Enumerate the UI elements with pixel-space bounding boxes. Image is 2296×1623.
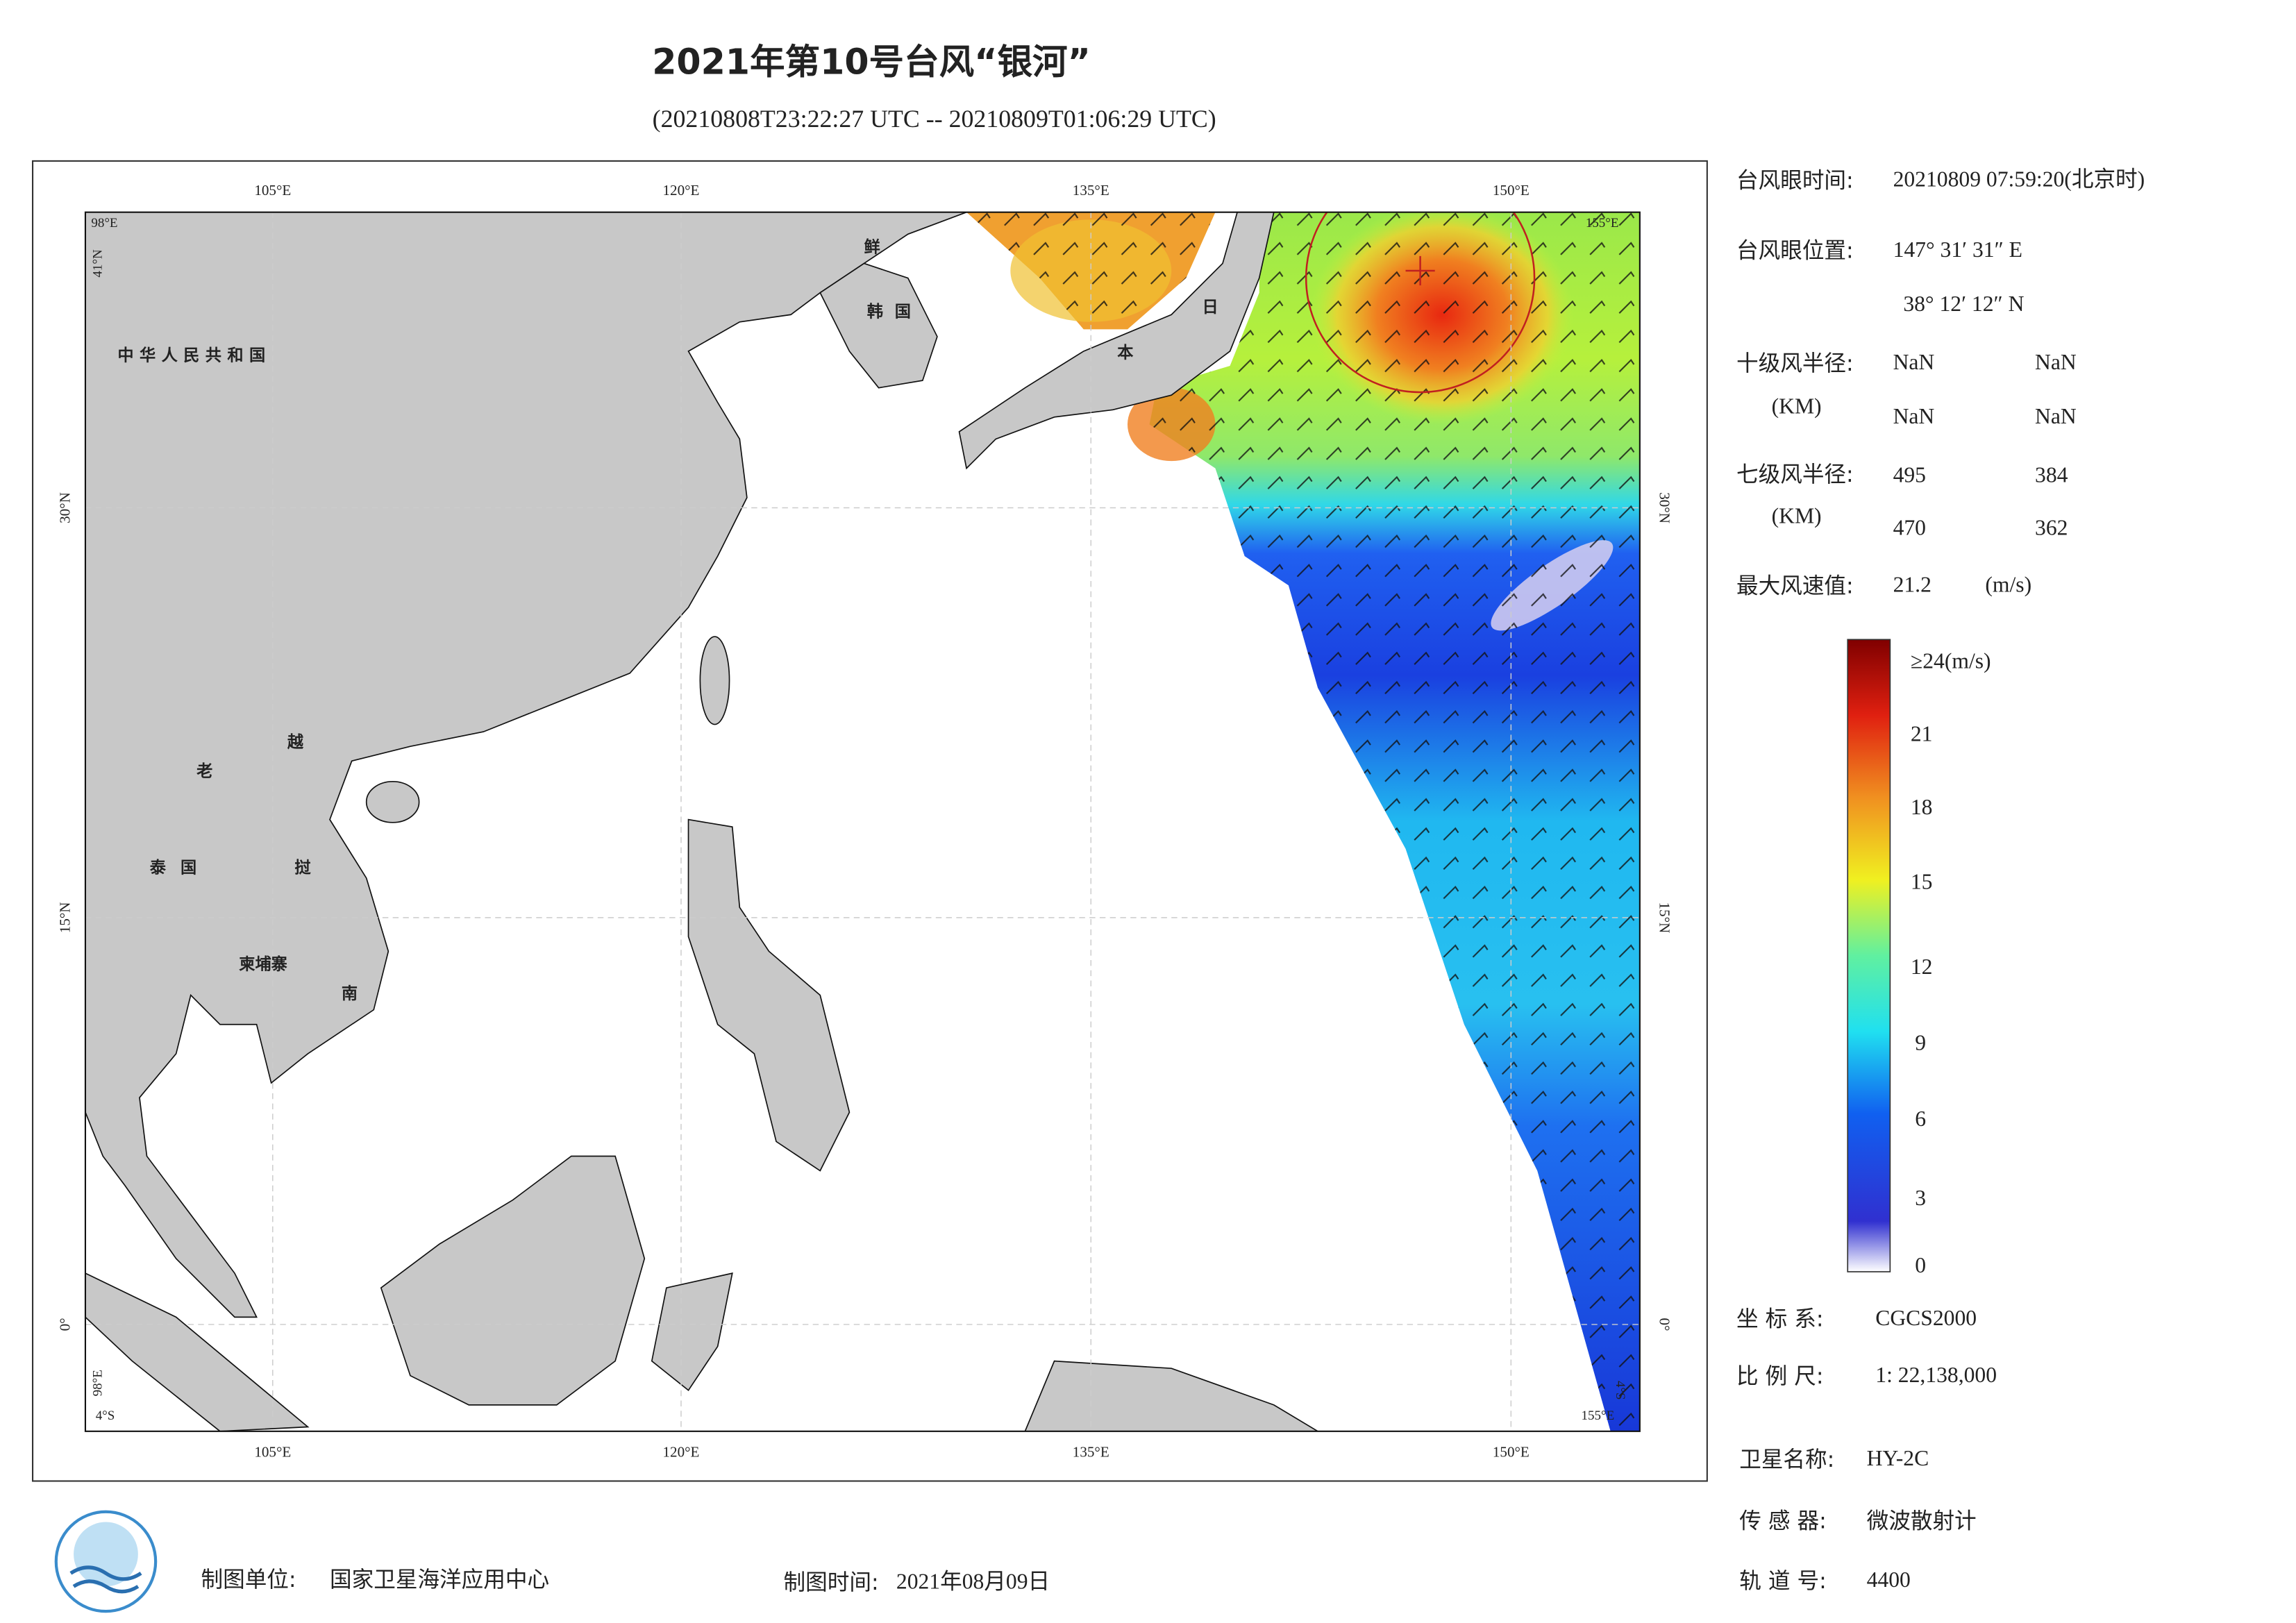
value: NaN	[1893, 404, 1935, 428]
label: 最大风速值:	[1736, 573, 1854, 598]
value: 362	[2035, 515, 2068, 539]
colorbar-label: ≥24(m/s)	[1911, 648, 1991, 673]
lat-label: 30°N	[1657, 492, 1673, 523]
footer-label: 制图单位:	[201, 1567, 296, 1592]
colorbar-label: 15	[1911, 870, 1933, 894]
country-label: 南	[342, 985, 358, 1003]
eye-marker	[1405, 255, 1435, 286]
lon-label: 105°E	[254, 182, 291, 199]
label: 台风眼位置:	[1736, 239, 1854, 264]
country-label: 泰国	[149, 859, 212, 877]
value: 21.2	[1893, 573, 1932, 597]
country-label: 鲜	[864, 239, 880, 257]
lon-label: 105°E	[254, 1443, 291, 1460]
map-border	[84, 211, 1641, 1432]
country-label: 韩国	[867, 302, 923, 321]
colorbar-label: 9	[1915, 1031, 1926, 1055]
land	[85, 1272, 310, 1431]
value: HY-2C	[1867, 1446, 1929, 1470]
label: 七级风半径:	[1736, 462, 1854, 487]
lat-label: 0°	[1657, 1318, 1673, 1331]
lat-label: 30°N	[56, 492, 73, 523]
value: 20210809 07:59:20(北京时)	[1893, 167, 2145, 192]
colorbar-label: 0	[1915, 1253, 1926, 1277]
unit: (KM)	[1772, 394, 1822, 418]
corner-label: 4°S	[1613, 1381, 1627, 1400]
map	[85, 212, 1640, 1431]
land	[958, 212, 1275, 470]
land	[365, 780, 420, 823]
corner-label: 98°E	[91, 216, 117, 230]
wind-barbs	[1149, 212, 1640, 1431]
value: 470	[1893, 515, 1926, 539]
label: 台风眼时间:	[1736, 168, 1854, 193]
country-label: 老	[196, 762, 212, 780]
title: 2021年第10号台风“银河”	[652, 41, 1091, 82]
corner-label: 155°E	[1586, 216, 1619, 230]
unit: (KM)	[1772, 504, 1822, 528]
country-label: 挝	[294, 859, 311, 877]
lon-label: 120°E	[663, 182, 700, 199]
wind-barbs	[966, 212, 1216, 330]
label: 传 感 器:	[1739, 1509, 1827, 1534]
land	[699, 636, 730, 725]
value: 38° 12′ 12″ N	[1903, 292, 2024, 316]
land	[819, 262, 938, 389]
label: 卫星名称:	[1739, 1447, 1834, 1472]
wind-radius	[1305, 212, 1536, 394]
subtitle: (20210808T23:22:27 UTC -- 20210809T01:06…	[653, 105, 1216, 133]
value: CGCS2000	[1875, 1306, 1977, 1330]
colorbar-label: 3	[1915, 1186, 1926, 1210]
footer-value: 国家卫星海洋应用中心	[330, 1567, 549, 1592]
country-label: 中华人民共和国	[117, 346, 271, 365]
colorbar-label: 6	[1915, 1107, 1926, 1131]
label: 十级风半径:	[1736, 351, 1854, 376]
lat-label: 0°	[56, 1318, 73, 1331]
unit: (m/s)	[1985, 573, 2031, 597]
lat-label: 15°N	[1657, 902, 1673, 933]
corner-label: 41°N	[90, 249, 105, 278]
value: NaN	[2035, 404, 2077, 428]
lon-label: 135°E	[1073, 1443, 1109, 1460]
footer-value: 2021年08月09日	[896, 1569, 1050, 1593]
land	[1024, 1360, 1319, 1431]
land	[651, 1272, 733, 1392]
land	[380, 1155, 646, 1406]
land	[687, 818, 850, 1172]
lon-label: 135°E	[1073, 182, 1109, 199]
label: 比 例 尺:	[1736, 1364, 1824, 1389]
value: NaN	[2035, 350, 2077, 374]
colorbar	[1847, 639, 1891, 1272]
lat-label: 15°N	[56, 902, 73, 933]
label: 轨 道 号:	[1739, 1569, 1827, 1594]
lon-label: 150°E	[1493, 1443, 1530, 1460]
country-label: 本	[1117, 344, 1134, 362]
colorbar-label: 18	[1911, 795, 1933, 819]
logo	[54, 1510, 158, 1613]
footer-label: 制图时间:	[784, 1570, 879, 1595]
country-label: 越	[287, 733, 304, 751]
value: 微波散射计	[1867, 1509, 1977, 1534]
value: 4400	[1867, 1567, 1911, 1592]
value: 147° 31′ 31″ E	[1893, 237, 2022, 262]
corner-label: 155°E	[1582, 1408, 1615, 1423]
country-label: 日	[1203, 298, 1218, 317]
corner-label: 98°E	[90, 1370, 105, 1396]
lon-label: 120°E	[663, 1443, 700, 1460]
lon-label: 150°E	[1493, 182, 1530, 199]
value: 495	[1893, 463, 1926, 487]
colorbar-label: 21	[1911, 722, 1933, 746]
country-label: 柬埔寨	[239, 955, 287, 974]
land	[85, 212, 967, 1318]
corner-label: 4°S	[96, 1408, 115, 1423]
value: 384	[2035, 463, 2068, 487]
map-frame	[31, 160, 1708, 1482]
colorbar-label: 12	[1911, 955, 1933, 979]
label: 坐 标 系:	[1736, 1307, 1824, 1332]
graticule	[85, 212, 1640, 1431]
value: 1: 22,138,000	[1875, 1363, 1997, 1387]
value: NaN	[1893, 350, 1935, 374]
